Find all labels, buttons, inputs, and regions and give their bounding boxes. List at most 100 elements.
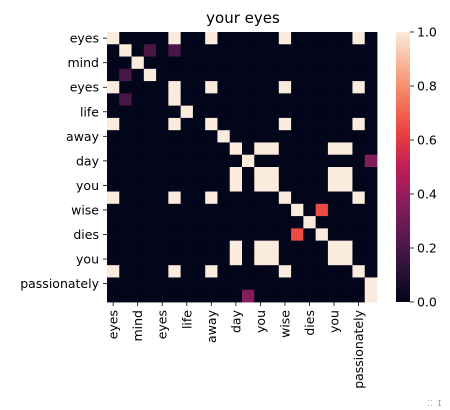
heatmap-cell: [352, 105, 366, 119]
heatmap-cell: [266, 252, 280, 266]
heatmap-cell: [364, 240, 378, 254]
heatmap-cell: [180, 167, 194, 180]
heatmap-cell: [229, 105, 243, 119]
heatmap-cell: [168, 216, 182, 229]
heatmap-cell: [156, 117, 169, 131]
heatmap-cell: [192, 289, 206, 303]
heatmap-cell: [327, 179, 341, 192]
heatmap-cell: [352, 240, 366, 254]
heatmap-cell: [340, 105, 353, 119]
heatmap-cell: [352, 56, 366, 70]
heatmap-cell: [168, 252, 182, 266]
heatmap-cell: [278, 93, 292, 107]
heatmap-cell: [340, 289, 353, 303]
heatmap-cell: [364, 154, 378, 168]
heatmap-cell: [180, 216, 194, 229]
heatmap-cell: [266, 167, 280, 180]
heatmap-cell: [254, 68, 267, 82]
heatmap-cell: [278, 289, 292, 303]
heatmap-cell: [168, 81, 182, 94]
heatmap-cell: [143, 277, 157, 291]
heatmap-cells: [107, 32, 378, 303]
heatmap-cell: [107, 265, 120, 278]
heatmap-cell: [192, 117, 206, 131]
x-tick-label: wise: [277, 310, 292, 338]
heatmap-cell: [278, 277, 292, 291]
heatmap-cell: [205, 203, 218, 217]
heatmap-cell: [352, 167, 366, 180]
heatmap-cell: [266, 179, 280, 192]
heatmap-cell: [180, 240, 194, 254]
heatmap-cell: [107, 68, 120, 82]
heatmap-cell: [217, 56, 231, 70]
heatmap-cell: [217, 154, 231, 168]
heatmap-cell: [242, 289, 255, 303]
heatmap-cell: [303, 105, 317, 119]
heatmap-cell: [229, 216, 243, 229]
heatmap-cell: [352, 216, 366, 229]
heatmap-cell: [168, 265, 182, 278]
heatmap-cell: [254, 167, 267, 180]
heatmap-cell: [266, 216, 280, 229]
heatmap-cell: [303, 56, 317, 70]
heatmap-cell: [168, 203, 182, 217]
heatmap-cell: [131, 191, 145, 205]
heatmap-cell: [340, 277, 353, 291]
heatmap-cell: [192, 277, 206, 291]
heatmap-cell: [340, 68, 353, 82]
heatmap-cell: [229, 142, 243, 156]
heatmap-cell: [217, 44, 231, 57]
heatmap-cell: [168, 277, 182, 291]
heatmap-cell: [131, 154, 145, 168]
heatmap-cell: [229, 93, 243, 107]
heatmap-cell: [327, 117, 341, 131]
heatmap-cell: [303, 240, 317, 254]
heatmap-cell: [278, 203, 292, 217]
heatmap-cell: [254, 56, 267, 70]
heatmap-cell: [291, 216, 304, 229]
heatmap-cell: [168, 228, 182, 242]
heatmap-cell: [156, 228, 169, 242]
heatmap-cell: [229, 44, 243, 57]
heatmap-cell: [168, 240, 182, 254]
heatmap-cell: [242, 228, 255, 242]
heatmap-cell: [291, 277, 304, 291]
heatmap-cell: [315, 179, 329, 192]
heatmap-cell: [143, 44, 157, 57]
heatmap-cell: [205, 191, 218, 205]
heatmap-cell: [168, 44, 182, 57]
heatmap-cell: [315, 277, 329, 291]
heatmap-cell: [291, 240, 304, 254]
y-tick-label: you: [76, 178, 99, 193]
heatmap-cell: [364, 81, 378, 94]
heatmap-cell: [364, 252, 378, 266]
heatmap-cell: [364, 289, 378, 303]
x-tick-label: passionately: [351, 309, 366, 388]
heatmap-cell: [192, 203, 206, 217]
heatmap-cell: [143, 191, 157, 205]
heatmap-cell: [303, 117, 317, 131]
heatmap-cell: [143, 265, 157, 278]
heatmap-cell: [254, 117, 267, 131]
heatmap-cell: [119, 56, 132, 70]
heatmap-cell: [242, 216, 255, 229]
heatmap-cell: [180, 191, 194, 205]
heatmap-cell: [278, 32, 292, 45]
heatmap-cell: [278, 130, 292, 143]
heatmap-cell: [327, 167, 341, 180]
heatmap-cell: [156, 130, 169, 143]
heatmap-cell: [143, 179, 157, 192]
y-tick-label: mind: [67, 55, 99, 70]
heatmap-cell: [205, 277, 218, 291]
heatmap-cell: [205, 240, 218, 254]
y-tick-label: wise: [71, 202, 99, 217]
heatmap-cell: [229, 289, 243, 303]
heatmap-cell: [303, 191, 317, 205]
heatmap-cell: [217, 142, 231, 156]
heatmap-cell: [266, 32, 280, 45]
heatmap-cell: [107, 142, 120, 156]
heatmap-cell: [364, 216, 378, 229]
heatmap-cell: [327, 252, 341, 266]
heatmap-cell: [315, 130, 329, 143]
heatmap-cell: [205, 289, 218, 303]
